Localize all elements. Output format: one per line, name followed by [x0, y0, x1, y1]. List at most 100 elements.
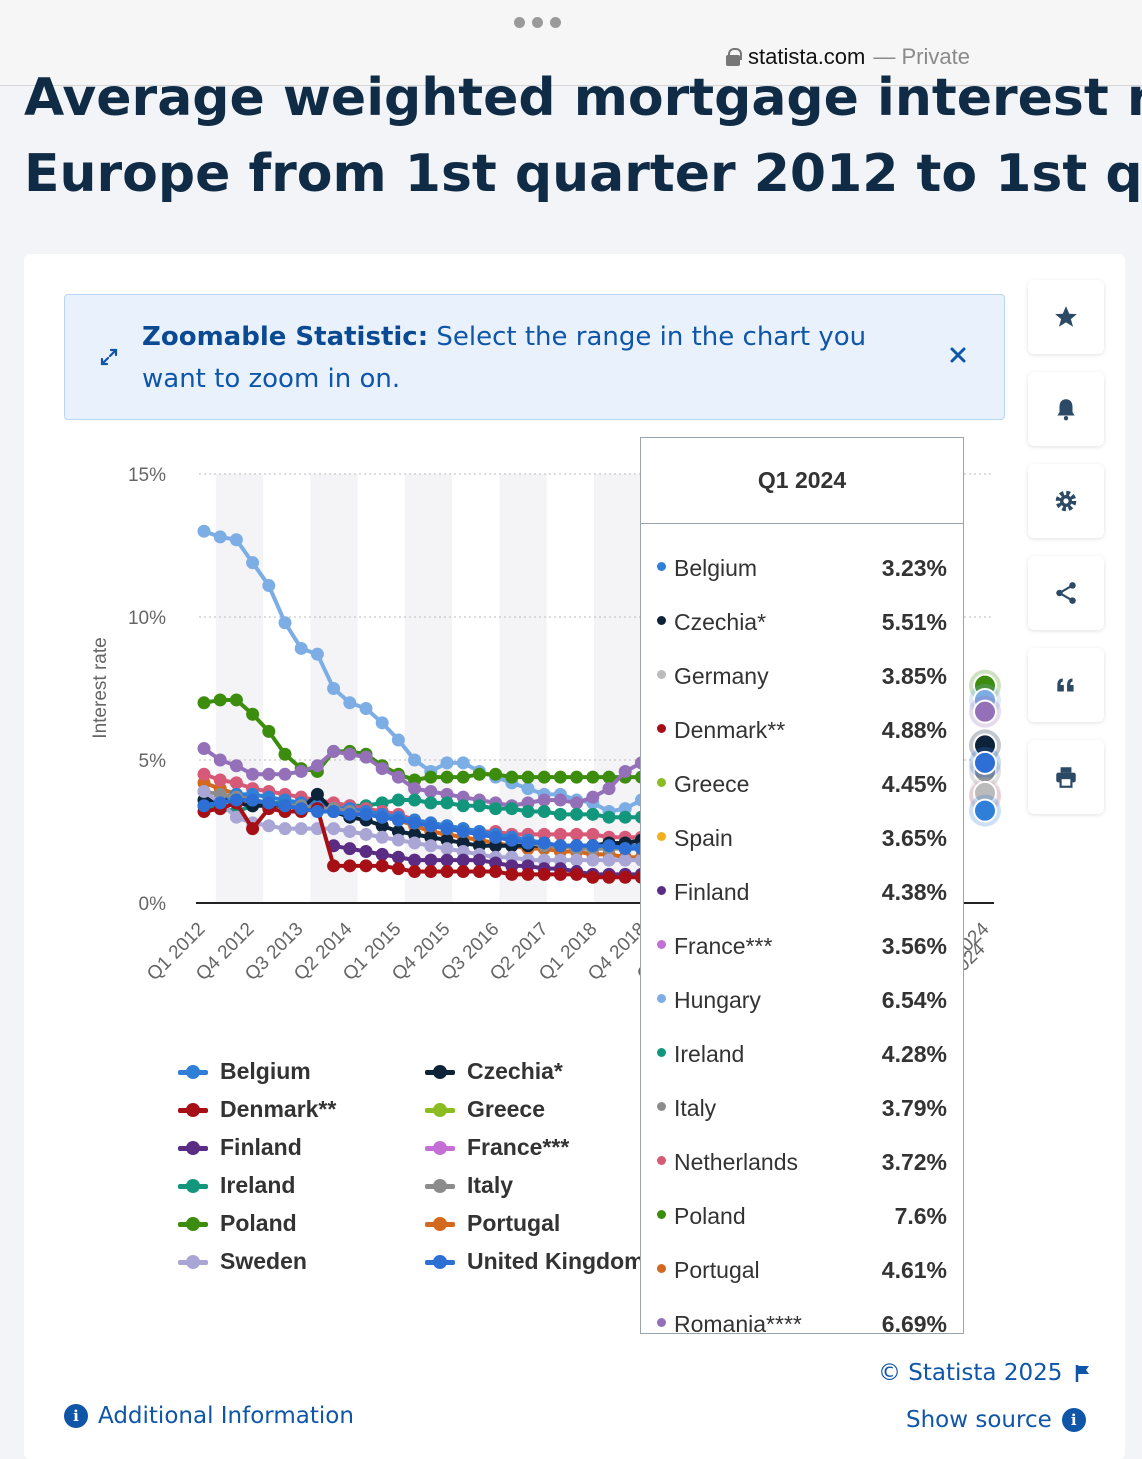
address-bar[interactable]: statista.com — Private — [726, 44, 970, 70]
data-point — [294, 802, 308, 816]
legend-swatch — [178, 1254, 208, 1269]
tooltip-dot — [657, 1209, 666, 1219]
data-point — [262, 767, 276, 781]
data-point — [391, 862, 405, 876]
legend-item[interactable]: Portugal — [425, 1210, 560, 1237]
data-point — [570, 770, 584, 784]
data-point — [618, 870, 632, 884]
data-point — [586, 790, 600, 804]
data-point — [278, 747, 292, 761]
data-point — [553, 867, 567, 881]
data-point — [310, 647, 324, 661]
additional-information-link[interactable]: i Additional Information — [64, 1403, 354, 1429]
credit-text: © Statista 2025 — [878, 1360, 1063, 1386]
tooltip-country: Spain — [674, 824, 733, 851]
data-point — [213, 773, 227, 787]
legend-swatch — [178, 1178, 208, 1193]
data-point — [213, 693, 227, 707]
legend-item[interactable]: Denmark** — [178, 1096, 336, 1123]
flag-icon — [1076, 1365, 1090, 1382]
data-point — [327, 859, 341, 873]
settings-button[interactable] — [1028, 464, 1104, 538]
data-point — [489, 767, 503, 781]
print-button[interactable] — [1028, 740, 1104, 814]
data-point — [327, 682, 341, 695]
show-source-link[interactable]: Show source i — [906, 1407, 1086, 1433]
cite-button[interactable] — [1028, 648, 1104, 722]
data-point — [424, 865, 438, 879]
legend-item[interactable]: France*** — [425, 1134, 569, 1161]
tooltip-dot — [657, 1317, 666, 1327]
legend-label: United Kingdom — [467, 1248, 645, 1274]
zoom-banner-text: Zoomable Statistic: Select the range in … — [142, 316, 932, 400]
lock-icon — [726, 48, 742, 66]
tooltip-country: Poland — [674, 1202, 746, 1229]
legend-item[interactable]: United Kingdom — [425, 1248, 645, 1275]
share-button[interactable] — [1028, 556, 1104, 630]
data-point — [424, 819, 438, 833]
data-point — [359, 702, 373, 716]
close-icon[interactable] — [946, 343, 970, 367]
zoom-banner-message: Select the range in the chart you want t… — [142, 322, 867, 394]
tooltip-dot — [657, 669, 666, 679]
series-hungary[interactable] — [197, 524, 713, 818]
data-point — [570, 839, 584, 853]
data-point — [213, 530, 227, 544]
legend-item[interactable]: Belgium — [178, 1058, 311, 1085]
data-point — [343, 807, 357, 821]
tooltip-row: Finland 4.38% — [657, 872, 947, 912]
data-point — [586, 870, 600, 884]
tooltip-row: Belgium 3.23% — [657, 548, 947, 588]
notification-button[interactable] — [1028, 372, 1104, 446]
browser-menu-dots-icon[interactable] — [514, 17, 561, 28]
data-point — [359, 827, 373, 841]
page-title-line2: Europe from 1st quarter 2012 to 1st quar… — [24, 144, 1142, 204]
legend-item[interactable]: Poland — [178, 1210, 297, 1237]
legend-swatch — [425, 1178, 455, 1193]
data-point — [278, 616, 292, 630]
tooltip-dot — [657, 723, 666, 733]
data-point — [456, 799, 470, 813]
data-point — [310, 787, 324, 801]
legend-item[interactable]: Greece — [425, 1096, 545, 1123]
tooltip-value: 3.85% — [881, 662, 947, 689]
additional-information-text: Additional Information — [98, 1403, 354, 1429]
tooltip-value: 4.61% — [881, 1256, 947, 1283]
legend-item[interactable]: Finland — [178, 1134, 302, 1161]
legend-swatch — [425, 1102, 455, 1117]
data-point — [262, 724, 276, 738]
data-point — [586, 839, 600, 853]
data-point — [472, 799, 486, 813]
legend-item[interactable]: Italy — [425, 1172, 513, 1199]
favorite-button[interactable] — [1028, 280, 1104, 354]
tooltip-value: 6.54% — [881, 986, 947, 1013]
legend-item[interactable]: Czechia* — [425, 1058, 563, 1085]
data-point — [375, 716, 389, 730]
data-point — [278, 822, 292, 836]
data-point — [359, 845, 373, 859]
data-point — [537, 867, 551, 881]
legend-label: France*** — [467, 1134, 570, 1160]
legend-label: Italy — [467, 1172, 514, 1198]
data-point — [586, 853, 600, 867]
data-point — [197, 799, 211, 813]
data-point — [246, 556, 260, 570]
end-point-romania — [973, 699, 997, 724]
legend-swatch — [425, 1254, 455, 1269]
data-point — [391, 793, 405, 807]
data-point — [391, 770, 405, 784]
data-point — [327, 744, 341, 758]
data-point — [262, 796, 276, 810]
y-tick-label: 5% — [139, 751, 167, 772]
data-point — [408, 782, 422, 796]
data-point — [424, 839, 438, 853]
data-point — [570, 796, 584, 810]
data-point — [553, 807, 567, 821]
legend-item[interactable]: Ireland — [178, 1172, 295, 1199]
tooltip-row: Greece 4.45% — [657, 764, 947, 804]
data-point — [537, 836, 551, 850]
statista-credit[interactable]: © Statista 2025 — [878, 1360, 1092, 1386]
data-point — [391, 813, 405, 827]
data-point — [213, 753, 227, 767]
legend-item[interactable]: Sweden — [178, 1248, 307, 1275]
